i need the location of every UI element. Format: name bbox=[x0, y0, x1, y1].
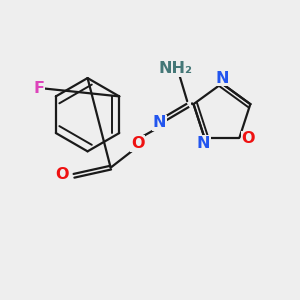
Text: O: O bbox=[242, 131, 255, 146]
Text: NH₂: NH₂ bbox=[159, 61, 193, 76]
Text: O: O bbox=[131, 136, 145, 151]
Text: N: N bbox=[153, 116, 166, 130]
Text: O: O bbox=[55, 167, 68, 182]
Text: N: N bbox=[215, 70, 229, 86]
Text: F: F bbox=[34, 81, 44, 96]
Text: N: N bbox=[196, 136, 210, 151]
